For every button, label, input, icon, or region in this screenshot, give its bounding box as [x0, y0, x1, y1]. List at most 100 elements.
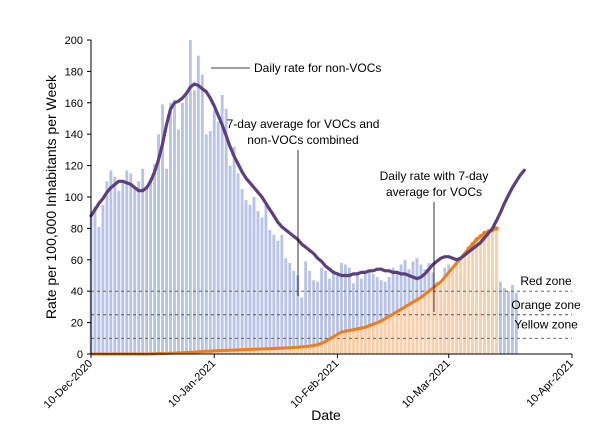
voc-bar: [403, 306, 407, 354]
non-voc-bar: [204, 134, 208, 354]
bars-layer: [89, 40, 518, 355]
non-voc-bar: [288, 262, 292, 354]
non-voc-bar: [220, 94, 224, 354]
non-voc-bar: [506, 291, 510, 354]
voc-bar: [252, 349, 256, 354]
voc-bar: [284, 347, 288, 354]
voc-bar: [483, 233, 486, 354]
zone-label: Orange zone: [511, 298, 581, 312]
voc-bar: [216, 350, 220, 354]
non-voc-bar: [347, 267, 351, 354]
non-voc-bar: [153, 164, 157, 354]
y-tick-label: 80: [71, 223, 83, 235]
voc-bar: [407, 304, 411, 354]
non-voc-bar: [276, 240, 280, 354]
voc-bar: [340, 332, 343, 354]
voc-bar: [495, 228, 498, 354]
non-voc-bar: [101, 204, 105, 354]
voc-bar: [451, 267, 455, 354]
non-voc-bar: [375, 277, 379, 354]
voc-bar: [475, 239, 479, 354]
voc-bar: [312, 345, 316, 354]
non-voc-bar: [363, 273, 367, 354]
non-voc-bar: [236, 173, 240, 354]
voc-bar: [280, 348, 284, 354]
x-tick-label: 10-Jan-2021: [166, 358, 218, 410]
non-voc-bar: [216, 121, 220, 354]
y-tick-label: 160: [65, 98, 83, 110]
x-tick-label: 10-Dec-2020: [42, 358, 95, 411]
x-tick-label: 10-Mar-2021: [400, 358, 453, 411]
voc-bar: [320, 343, 323, 354]
voc-bar: [336, 334, 339, 355]
non-voc-bar: [514, 292, 518, 354]
non-voc-bar: [328, 278, 331, 354]
annotation-voc-daily: Daily rate with 7-day: [380, 169, 489, 183]
non-voc-bar: [184, 94, 188, 354]
non-voc-bar: [192, 90, 196, 355]
voc-bar: [387, 316, 391, 354]
voc-bar: [220, 350, 224, 354]
non-voc-bar: [379, 280, 383, 354]
non-voc-bar: [125, 170, 129, 354]
voc-bar: [316, 344, 320, 354]
non-voc-bar: [117, 190, 121, 354]
non-voc-bar: [196, 55, 200, 354]
non-voc-bar: [105, 181, 109, 354]
non-voc-bar: [165, 168, 168, 354]
y-tick-label: 180: [65, 66, 83, 78]
y-tick-label: 200: [65, 35, 83, 47]
y-axis-title: Rate per 100,000 Inhabitants per Week: [43, 74, 59, 319]
voc-bar: [308, 346, 312, 354]
voc-bar: [240, 349, 244, 354]
voc-bar: [435, 284, 439, 354]
non-voc-bar: [256, 211, 260, 354]
zone-label: Yellow zone: [514, 317, 578, 331]
voc-bar: [244, 349, 248, 354]
voc-bar: [415, 299, 419, 354]
voc-bar: [423, 294, 427, 354]
voc-bar: [459, 258, 463, 354]
non-voc-bar: [93, 206, 97, 354]
non-voc-bar: [284, 258, 288, 354]
voc-bar: [383, 318, 387, 354]
voc-bar: [439, 281, 443, 354]
voc-bar: [471, 244, 475, 354]
non-voc-bar: [161, 104, 164, 355]
voc-bar: [419, 297, 423, 354]
voc-bar: [264, 348, 268, 354]
voc-bar: [304, 346, 308, 354]
non-voc-bar: [304, 261, 308, 354]
y-tick-label: 0: [77, 349, 83, 361]
non-voc-bar: [268, 229, 272, 354]
annot-layer: Daily rate for non-VOCs 7-day average for…: [211, 61, 488, 312]
voc-bar: [379, 321, 383, 354]
voc-bar: [288, 347, 292, 354]
non-voc-bar: [188, 40, 192, 354]
y-tick-label: 60: [71, 255, 83, 267]
voc-bar: [479, 236, 482, 354]
annotation-non-voc-daily: Daily rate for non-VOCs: [254, 61, 381, 75]
non-voc-bar: [232, 146, 236, 354]
non-voc-bar: [367, 272, 371, 354]
non-voc-bar: [212, 110, 216, 355]
voc-bar: [232, 350, 236, 354]
annotation-combined-average: 7-day average for VOCs and: [227, 117, 380, 131]
voc-bar: [375, 322, 379, 354]
voc-bar: [431, 288, 435, 354]
y-tick-label: 40: [71, 286, 83, 298]
non-voc-bar: [320, 267, 323, 354]
voc-bar: [276, 348, 280, 354]
non-voc-bar: [308, 270, 312, 354]
voc-bar: [248, 349, 252, 354]
non-voc-bar: [137, 181, 141, 354]
non-voc-bar: [141, 168, 145, 354]
voc-point: [478, 234, 483, 239]
non-voc-bar: [272, 234, 276, 354]
non-voc-bar: [240, 189, 244, 354]
voc-bar: [300, 346, 304, 354]
non-voc-bar: [343, 264, 347, 354]
non-voc-bar: [149, 178, 153, 354]
voc-bar: [463, 253, 467, 354]
voc-bar: [399, 309, 403, 354]
